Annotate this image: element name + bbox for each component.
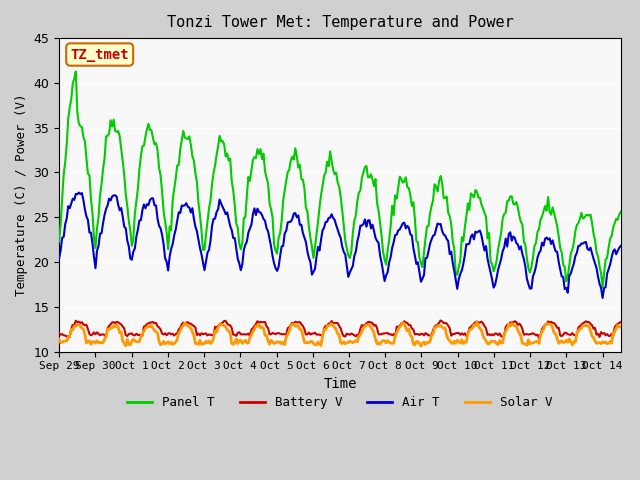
X-axis label: Time: Time [323,377,356,391]
Legend: Panel T, Battery V, Air T, Solar V: Panel T, Battery V, Air T, Solar V [122,391,557,414]
Text: TZ_tmet: TZ_tmet [70,48,129,61]
Y-axis label: Temperature (C) / Power (V): Temperature (C) / Power (V) [15,94,28,296]
Title: Tonzi Tower Met: Temperature and Power: Tonzi Tower Met: Temperature and Power [166,15,513,30]
